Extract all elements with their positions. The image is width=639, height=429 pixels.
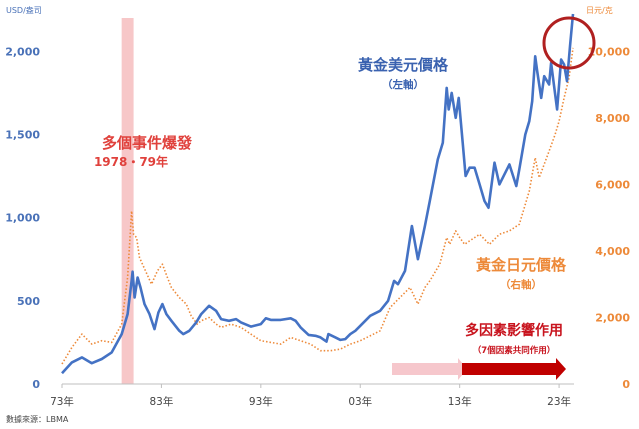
right-tick-label: 0 <box>622 378 630 391</box>
left-axis-ticks: 0 500 1,000 1,500 2,000 <box>5 45 40 391</box>
left-tick-label: 500 <box>17 295 40 308</box>
highlight-circle <box>542 16 596 70</box>
multi-event-title: 多個事件爆發 <box>102 134 193 152</box>
left-tick-label: 2,000 <box>5 45 40 58</box>
x-tick-label: 23年 <box>547 395 571 408</box>
x-tick-label: 83年 <box>149 395 173 408</box>
arrow-dark-part <box>462 358 566 380</box>
right-tick-label: 6,000 <box>595 178 630 191</box>
multi-event-years: 1978・79年 <box>94 154 168 169</box>
arrow-light-part <box>392 358 467 380</box>
usd-price-line <box>61 13 575 375</box>
left-axis-unit: USD/盎司 <box>6 5 42 15</box>
series-group <box>61 13 575 375</box>
right-axis-unit: 日元/克 <box>586 6 613 15</box>
right-tick-label: 8,000 <box>595 112 630 125</box>
x-axis-ticks: 73年 83年 93年 03年 13年 23年 <box>50 384 571 408</box>
left-tick-label: 0 <box>32 378 40 391</box>
x-tick-label: 13年 <box>448 395 472 408</box>
left-tick-label: 1,500 <box>5 128 40 141</box>
usd-series-sub: （左軸） <box>382 78 424 91</box>
right-tick-label: 10,000 <box>588 45 631 58</box>
x-tick-label: 73年 <box>50 395 74 408</box>
multi-factor-sub: （7個因素共同作用） <box>473 345 555 356</box>
right-axis-ticks: 0 2,000 4,000 6,000 8,000 10,000 <box>588 45 631 391</box>
multi-factor-title: 多因素影響作用 <box>465 322 563 339</box>
usd-series-label: 黃金美元價格 <box>358 56 449 74</box>
jpy-price-line <box>61 47 574 365</box>
event-period-shade <box>121 18 134 384</box>
multi-factor-arrow <box>392 358 566 380</box>
x-tick-label: 03年 <box>348 395 372 408</box>
source-note: 數據來源：LBMA <box>6 414 69 424</box>
x-tick-label: 93年 <box>249 395 273 408</box>
right-tick-label: 4,000 <box>595 245 630 258</box>
right-tick-label: 2,000 <box>595 311 630 324</box>
jpy-series-label: 黃金日元價格 <box>476 256 567 274</box>
jpy-series-sub: （右軸） <box>500 278 542 291</box>
left-tick-label: 1,000 <box>5 212 40 225</box>
